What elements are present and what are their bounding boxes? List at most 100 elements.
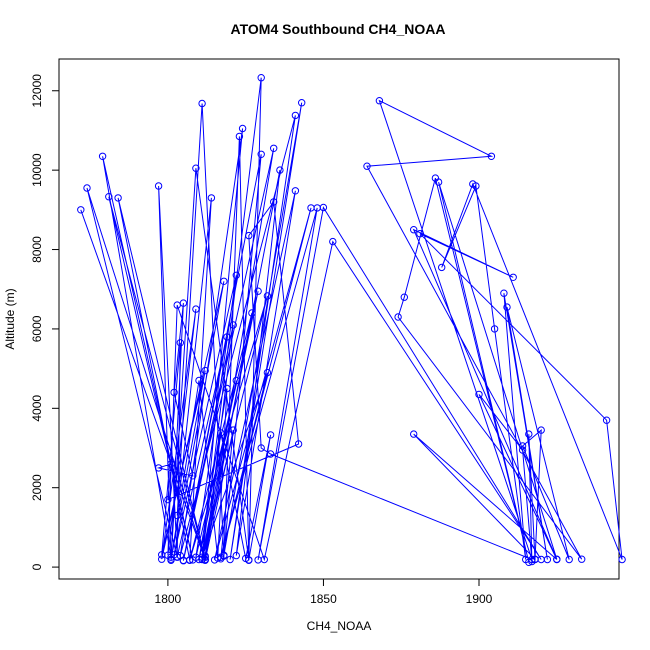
data-point bbox=[518, 446, 527, 454]
x-tick-label: 1850 bbox=[310, 592, 337, 606]
data-point bbox=[235, 132, 244, 141]
data-point bbox=[503, 303, 511, 311]
data-point bbox=[105, 193, 113, 201]
data-point bbox=[509, 273, 517, 281]
data-point bbox=[260, 555, 268, 564]
data-point bbox=[276, 166, 284, 174]
data-point bbox=[578, 555, 586, 563]
data-point bbox=[363, 162, 371, 170]
data-point bbox=[223, 384, 231, 393]
data-point bbox=[475, 390, 483, 399]
y-tick-label: 10000 bbox=[30, 153, 44, 187]
data-point bbox=[195, 376, 203, 385]
data-point bbox=[291, 187, 300, 195]
data-point bbox=[229, 426, 237, 434]
data-point bbox=[98, 152, 107, 161]
data-point bbox=[565, 555, 573, 564]
data-point bbox=[487, 152, 496, 161]
data-point bbox=[438, 263, 446, 272]
data-point bbox=[173, 553, 181, 561]
data-point bbox=[254, 287, 262, 295]
data-point bbox=[410, 226, 418, 234]
series-layer bbox=[77, 74, 626, 566]
data-point bbox=[83, 184, 91, 192]
data-point bbox=[220, 277, 228, 285]
data-point bbox=[167, 555, 175, 563]
data-point bbox=[543, 555, 552, 564]
data-point bbox=[270, 198, 278, 206]
data-point bbox=[618, 555, 626, 564]
y-tick-label: 12000 bbox=[30, 74, 44, 108]
data-point bbox=[394, 313, 402, 321]
data-point bbox=[294, 440, 303, 448]
data-point bbox=[266, 450, 275, 458]
data-point bbox=[198, 99, 206, 108]
data-point bbox=[189, 472, 197, 480]
data-point bbox=[114, 194, 122, 202]
plot-frame bbox=[58, 58, 620, 580]
series-line bbox=[80, 77, 623, 563]
data-point bbox=[400, 293, 408, 301]
data-point bbox=[176, 339, 185, 347]
data-point bbox=[531, 555, 539, 563]
data-point bbox=[298, 99, 306, 107]
data-point bbox=[602, 416, 611, 424]
y-tick-label: 0 bbox=[30, 563, 44, 570]
x-tick-label: 1900 bbox=[466, 592, 493, 606]
y-tick-label: 6000 bbox=[30, 315, 44, 342]
data-point bbox=[238, 124, 247, 133]
data-point bbox=[518, 442, 527, 450]
data-point bbox=[500, 289, 508, 297]
data-point bbox=[266, 431, 275, 439]
data-point bbox=[167, 460, 175, 468]
data-point bbox=[173, 511, 181, 520]
data-point bbox=[179, 556, 188, 564]
data-point bbox=[201, 366, 209, 375]
x-tick-label: 1800 bbox=[155, 592, 182, 606]
data-point bbox=[201, 556, 209, 564]
y-axis: 0 2000 4000 6000 8000 10000 12000 bbox=[30, 74, 60, 570]
data-point bbox=[232, 376, 241, 385]
data-point bbox=[217, 429, 225, 437]
data-point bbox=[270, 144, 278, 153]
data-point bbox=[223, 333, 231, 341]
x-axis-label: CH4_NOAA bbox=[307, 619, 372, 633]
data-point bbox=[553, 555, 561, 564]
chart-title: ATOM4 Southbound CH4_NOAA bbox=[231, 21, 446, 37]
y-tick-label: 2000 bbox=[30, 474, 44, 501]
data-point bbox=[245, 231, 253, 240]
data-point bbox=[170, 388, 178, 397]
y-axis-label: Altitude (m) bbox=[3, 288, 17, 349]
data-point bbox=[232, 271, 241, 279]
data-point bbox=[472, 182, 480, 190]
data-point bbox=[226, 555, 234, 564]
data-point bbox=[192, 305, 200, 313]
data-point bbox=[229, 321, 237, 329]
data-point bbox=[192, 164, 200, 172]
x-axis: 1800 1850 1900 bbox=[155, 578, 493, 606]
data-point bbox=[525, 430, 533, 438]
y-tick-label: 4000 bbox=[30, 395, 44, 422]
data-point bbox=[217, 555, 225, 563]
data-point bbox=[329, 237, 337, 246]
data-point bbox=[416, 230, 424, 238]
data-point bbox=[291, 111, 300, 120]
data-point bbox=[263, 292, 272, 300]
data-point bbox=[77, 206, 85, 214]
data-point bbox=[179, 299, 188, 307]
data-point bbox=[214, 554, 222, 562]
data-point bbox=[257, 150, 265, 159]
data-point bbox=[263, 368, 272, 377]
data-point bbox=[158, 551, 166, 559]
data-point bbox=[154, 464, 163, 472]
data-point bbox=[537, 426, 545, 434]
data-point bbox=[490, 325, 499, 333]
data-point bbox=[207, 194, 216, 202]
data-point bbox=[257, 74, 265, 82]
data-point bbox=[232, 551, 241, 560]
data-point bbox=[158, 555, 166, 563]
data-point bbox=[164, 495, 172, 504]
data-point bbox=[248, 309, 256, 317]
data-point bbox=[434, 178, 443, 186]
